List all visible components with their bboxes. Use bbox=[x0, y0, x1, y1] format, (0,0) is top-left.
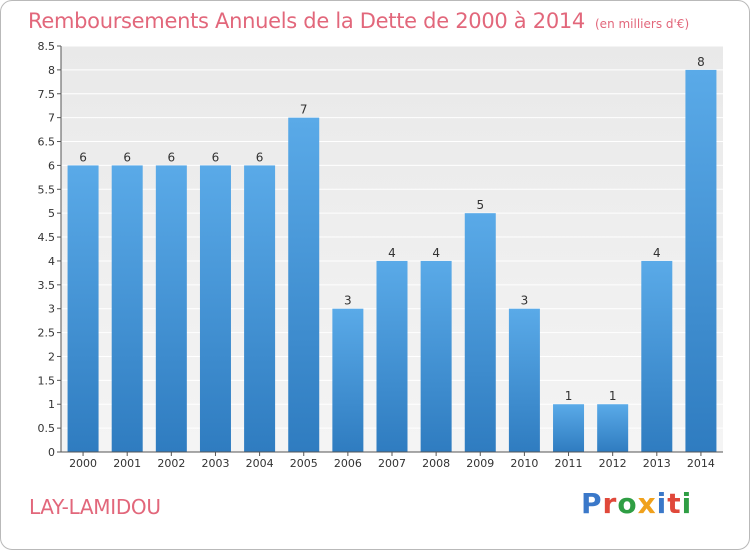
bar-value-label: 1 bbox=[609, 389, 617, 403]
bar bbox=[464, 213, 496, 452]
x-tick-label: 2011 bbox=[555, 457, 583, 470]
bar bbox=[288, 117, 320, 452]
bar-value-label: 4 bbox=[388, 246, 396, 260]
bar bbox=[597, 404, 629, 452]
chart-title-main: Remboursements Annuels de la Dette de 20… bbox=[28, 9, 585, 33]
bar bbox=[155, 165, 187, 453]
logo-letter: i bbox=[681, 487, 693, 520]
y-tick-label: 0.5 bbox=[38, 422, 56, 435]
y-tick-label: 7 bbox=[48, 112, 55, 125]
logo-letter: P bbox=[581, 487, 603, 520]
bar-value-label: 5 bbox=[476, 198, 484, 212]
bar-value-label: 3 bbox=[344, 294, 352, 308]
y-axis: 0 0.5 1 1.5 2 2.5 3 3.5 4 4.5 5 5.5 6 6.5 7 7.5 8 8.5 bbox=[38, 40, 62, 459]
commune-name: LAY-LAMIDOU bbox=[29, 495, 161, 519]
x-tick-label: 2009 bbox=[466, 457, 494, 470]
bar bbox=[244, 165, 276, 453]
y-tick-label: 2.5 bbox=[38, 327, 56, 340]
y-tick-label: 8 bbox=[48, 64, 55, 77]
bar-value-label: 6 bbox=[256, 150, 264, 164]
bar-value-label: 4 bbox=[432, 246, 440, 260]
x-tick-label: 2004 bbox=[246, 457, 274, 470]
bar bbox=[199, 165, 231, 453]
x-tick-label: 2005 bbox=[290, 457, 318, 470]
bar bbox=[420, 260, 452, 452]
logo-letter: r bbox=[602, 487, 618, 520]
bar-value-label: 1 bbox=[565, 389, 573, 403]
bar-value-label: 6 bbox=[123, 150, 131, 164]
y-tick-label: 6.5 bbox=[38, 136, 56, 149]
bar bbox=[641, 260, 673, 452]
x-tick-label: 2003 bbox=[201, 457, 229, 470]
bar bbox=[67, 165, 99, 453]
y-tick-label: 2 bbox=[48, 350, 55, 363]
bar bbox=[553, 404, 585, 452]
logo-letter: o bbox=[617, 487, 638, 520]
bar-value-label: 8 bbox=[697, 55, 705, 69]
y-tick-label: 6 bbox=[48, 159, 55, 172]
y-tick-label: 4 bbox=[48, 255, 55, 268]
y-tick-label: 8.5 bbox=[38, 40, 56, 53]
bar bbox=[508, 308, 540, 452]
x-tick-label: 2002 bbox=[157, 457, 185, 470]
bar-value-label: 6 bbox=[168, 150, 176, 164]
chart-title: Remboursements Annuels de la Dette de 20… bbox=[28, 9, 689, 33]
x-tick-label: 2014 bbox=[687, 457, 715, 470]
x-tick-label: 2007 bbox=[378, 457, 406, 470]
y-tick-label: 4.5 bbox=[38, 231, 56, 244]
x-tick-label: 2000 bbox=[69, 457, 97, 470]
x-tick-label: 2010 bbox=[510, 457, 538, 470]
x-axis: 2000 2001 2002 2003 2004 2005 2006 2007 2008 2009… bbox=[61, 451, 723, 470]
y-tick-label: 1 bbox=[48, 398, 55, 411]
y-tick-label: 3 bbox=[48, 303, 55, 316]
logo-letter: x bbox=[637, 487, 657, 520]
x-tick-label: 2008 bbox=[422, 457, 450, 470]
x-tick-label: 2013 bbox=[643, 457, 671, 470]
x-tick-label: 2012 bbox=[599, 457, 627, 470]
x-tick-label: 2006 bbox=[334, 457, 362, 470]
bar-value-label: 4 bbox=[653, 246, 661, 260]
chart-title-unit: (en milliers d'€) bbox=[595, 17, 690, 31]
logo-letter: t bbox=[667, 487, 682, 520]
bar bbox=[685, 69, 717, 452]
y-tick-label: 3.5 bbox=[38, 279, 56, 292]
y-tick-label: 5.5 bbox=[38, 183, 56, 196]
bar-value-label: 6 bbox=[79, 150, 87, 164]
bar-value-label: 6 bbox=[212, 150, 220, 164]
bar bbox=[376, 260, 408, 452]
y-tick-label: 1.5 bbox=[38, 374, 56, 387]
y-tick-label: 7.5 bbox=[38, 88, 56, 101]
proxiti-logo[interactable]: Proxiti bbox=[581, 487, 692, 520]
bar-value-label: 7 bbox=[300, 103, 308, 117]
x-tick-label: 2001 bbox=[113, 457, 141, 470]
bar bbox=[332, 308, 364, 452]
bar-value-label: 3 bbox=[521, 294, 529, 308]
logo-letter: i bbox=[656, 487, 668, 520]
y-tick-label: 0 bbox=[48, 446, 55, 459]
bars: 6 6 6 6 6 7 3 4 4 5 3 1 1 4 8 bbox=[67, 55, 717, 453]
y-tick-label: 5 bbox=[48, 207, 55, 220]
bar bbox=[111, 165, 143, 453]
